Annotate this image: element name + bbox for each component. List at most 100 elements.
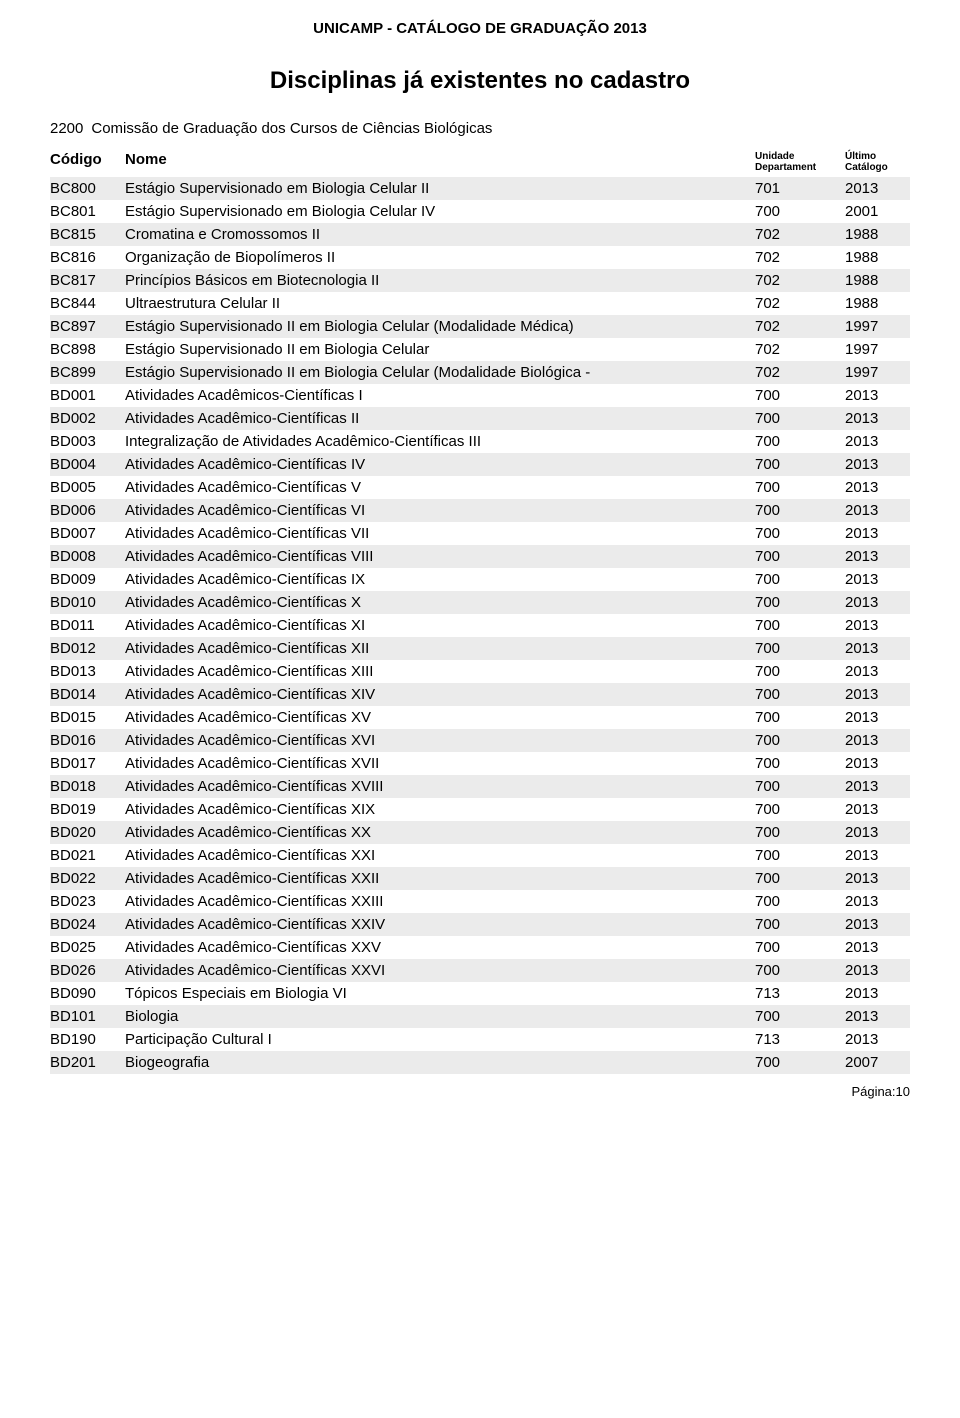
table-body: BC800Estágio Supervisionado em Biologia … — [50, 177, 910, 1074]
cell-nome: Atividades Acadêmico-Científicas II — [125, 410, 755, 427]
header-catalogo-line1: Último — [845, 151, 910, 162]
cell-unidade: 700 — [755, 709, 845, 726]
cell-nome: Estágio Supervisionado II em Biologia Ce… — [125, 318, 755, 335]
cell-catalogo: 2013 — [845, 617, 910, 634]
cell-nome: Tópicos Especiais em Biologia VI — [125, 985, 755, 1002]
cell-codigo: BD201 — [50, 1054, 125, 1071]
cell-catalogo: 2013 — [845, 433, 910, 450]
cell-catalogo: 2001 — [845, 203, 910, 220]
cell-codigo: BD010 — [50, 594, 125, 611]
cell-unidade: 700 — [755, 433, 845, 450]
cell-nome: Atividades Acadêmico-Científicas XX — [125, 824, 755, 841]
cell-catalogo: 1997 — [845, 341, 910, 358]
cell-nome: Atividades Acadêmico-Científicas X — [125, 594, 755, 611]
cell-unidade: 700 — [755, 594, 845, 611]
table-row: BD002Atividades Acadêmico-Científicas II… — [50, 407, 910, 430]
cell-nome: Atividades Acadêmico-Científicas XIX — [125, 801, 755, 818]
cell-unidade: 700 — [755, 617, 845, 634]
cell-nome: Cromatina e Cromossomos II — [125, 226, 755, 243]
table-row: BC899Estágio Supervisionado II em Biolog… — [50, 361, 910, 384]
cell-nome: Atividades Acadêmico-Científicas VI — [125, 502, 755, 519]
cell-nome: Atividades Acadêmico-Científicas XIV — [125, 686, 755, 703]
table-row: BD001Atividades Acadêmicos-Científicas I… — [50, 384, 910, 407]
cell-unidade: 700 — [755, 962, 845, 979]
cell-codigo: BD019 — [50, 801, 125, 818]
cell-catalogo: 2013 — [845, 709, 910, 726]
cell-unidade: 702 — [755, 364, 845, 381]
cell-unidade: 700 — [755, 778, 845, 795]
cell-nome: Biologia — [125, 1008, 755, 1025]
cell-unidade: 700 — [755, 387, 845, 404]
cell-codigo: BC898 — [50, 341, 125, 358]
cell-unidade: 700 — [755, 893, 845, 910]
cell-codigo: BD002 — [50, 410, 125, 427]
cell-nome: Atividades Acadêmicos-Científicas I — [125, 387, 755, 404]
table-row: BC815Cromatina e Cromossomos II7021988 — [50, 223, 910, 246]
cell-catalogo: 1988 — [845, 272, 910, 289]
cell-unidade: 700 — [755, 548, 845, 565]
cell-catalogo: 2013 — [845, 594, 910, 611]
cell-codigo: BD014 — [50, 686, 125, 703]
cell-nome: Atividades Acadêmico-Científicas XV — [125, 709, 755, 726]
table-row: BD015Atividades Acadêmico-Científicas XV… — [50, 706, 910, 729]
cell-unidade: 700 — [755, 847, 845, 864]
table-container: Código Nome Unidade Departament Último C… — [50, 147, 910, 1074]
cell-catalogo: 2013 — [845, 525, 910, 542]
cell-unidade: 713 — [755, 1031, 845, 1048]
table-row: BD014Atividades Acadêmico-Científicas XI… — [50, 683, 910, 706]
cell-codigo: BC817 — [50, 272, 125, 289]
header-unidade-line1: Unidade — [755, 151, 845, 162]
cell-nome: Atividades Acadêmico-Científicas V — [125, 479, 755, 496]
cell-codigo: BD006 — [50, 502, 125, 519]
cell-codigo: BD021 — [50, 847, 125, 864]
cell-codigo: BD007 — [50, 525, 125, 542]
table-row: BD006Atividades Acadêmico-Científicas VI… — [50, 499, 910, 522]
cell-codigo: BD090 — [50, 985, 125, 1002]
cell-catalogo: 2013 — [845, 824, 910, 841]
cell-catalogo: 2013 — [845, 732, 910, 749]
cell-nome: Atividades Acadêmico-Científicas IX — [125, 571, 755, 588]
table-row: BC800Estágio Supervisionado em Biologia … — [50, 177, 910, 200]
table-header-row: Código Nome Unidade Departament Último C… — [50, 147, 910, 177]
table-row: BD016Atividades Acadêmico-Científicas XV… — [50, 729, 910, 752]
cell-nome: Atividades Acadêmico-Científicas XVII — [125, 755, 755, 772]
cell-nome: Atividades Acadêmico-Científicas XXI — [125, 847, 755, 864]
cell-nome: Atividades Acadêmico-Científicas XXIV — [125, 916, 755, 933]
cell-nome: Integralização de Atividades Acadêmico-C… — [125, 433, 755, 450]
table-row: BD008Atividades Acadêmico-Científicas VI… — [50, 545, 910, 568]
cell-nome: Atividades Acadêmico-Científicas XXII — [125, 870, 755, 887]
table-row: BD013Atividades Acadêmico-Científicas XI… — [50, 660, 910, 683]
cell-codigo: BD026 — [50, 962, 125, 979]
table-row: BD017Atividades Acadêmico-Científicas XV… — [50, 752, 910, 775]
cell-codigo: BD016 — [50, 732, 125, 749]
cell-unidade: 701 — [755, 180, 845, 197]
table-row: BD004Atividades Acadêmico-Científicas IV… — [50, 453, 910, 476]
cell-nome: Estágio Supervisionado em Biologia Celul… — [125, 180, 755, 197]
cell-codigo: BC897 — [50, 318, 125, 335]
table-row: BC817Princípios Básicos em Biotecnologia… — [50, 269, 910, 292]
cell-unidade: 700 — [755, 801, 845, 818]
cell-codigo: BC801 — [50, 203, 125, 220]
cell-nome: Estágio Supervisionado II em Biologia Ce… — [125, 341, 755, 358]
table-row: BD190Participação Cultural I7132013 — [50, 1028, 910, 1051]
cell-codigo: BD025 — [50, 939, 125, 956]
cell-nome: Atividades Acadêmico-Científicas XXV — [125, 939, 755, 956]
cell-unidade: 702 — [755, 295, 845, 312]
table-row: BD021Atividades Acadêmico-Científicas XX… — [50, 844, 910, 867]
cell-nome: Atividades Acadêmico-Científicas XXIII — [125, 893, 755, 910]
table-row: BC844Ultraestrutura Celular II7021988 — [50, 292, 910, 315]
cell-codigo: BD009 — [50, 571, 125, 588]
table-row: BD010Atividades Acadêmico-Científicas X7… — [50, 591, 910, 614]
cell-codigo: BD190 — [50, 1031, 125, 1048]
cell-catalogo: 2013 — [845, 548, 910, 565]
table-row: BD026Atividades Acadêmico-Científicas XX… — [50, 959, 910, 982]
cell-nome: Atividades Acadêmico-Científicas VIII — [125, 548, 755, 565]
table-row: BC898Estágio Supervisionado II em Biolog… — [50, 338, 910, 361]
cell-unidade: 700 — [755, 479, 845, 496]
cell-nome: Estágio Supervisionado II em Biologia Ce… — [125, 364, 755, 381]
cell-codigo: BD017 — [50, 755, 125, 772]
cell-unidade: 700 — [755, 732, 845, 749]
table-row: BD023Atividades Acadêmico-Científicas XX… — [50, 890, 910, 913]
cell-catalogo: 2013 — [845, 801, 910, 818]
cell-unidade: 700 — [755, 571, 845, 588]
